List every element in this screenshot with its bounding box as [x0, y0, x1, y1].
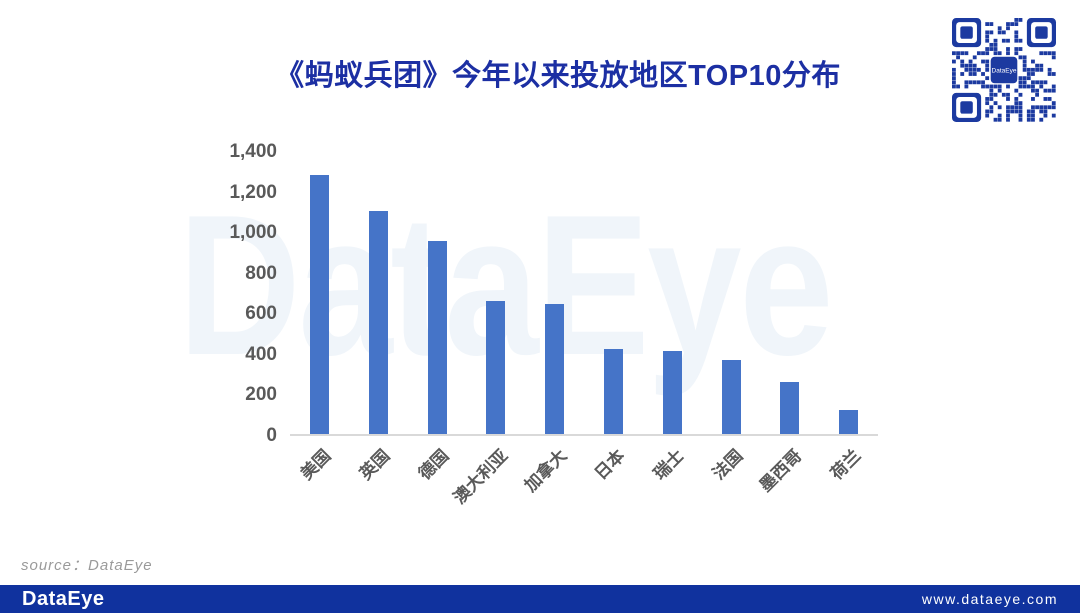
y-tick-label: 1,400	[229, 141, 277, 162]
svg-text:DataEye: DataEye	[992, 68, 1017, 75]
x-category-label: 法国	[708, 446, 747, 484]
bar	[839, 409, 859, 434]
bar	[309, 175, 329, 434]
y-tick-label: 1,200	[229, 181, 277, 203]
plot-area	[290, 152, 878, 436]
x-category-label: 墨西哥	[755, 446, 806, 496]
x-category-label: 德国	[414, 446, 453, 484]
x-category-label: 澳大利亚	[449, 446, 512, 508]
bar	[427, 241, 447, 434]
x-category-label: 美国	[297, 446, 335, 484]
y-tick-label: 400	[245, 343, 277, 365]
bar	[662, 350, 682, 434]
bar	[486, 301, 506, 434]
bar	[603, 348, 623, 434]
footer-website-url: www.dataeye.com	[921, 591, 1058, 607]
chart-title: 《蚂蚁兵团》今年以来投放地区TOP10分布	[275, 60, 841, 92]
y-tick-label: 1,000	[229, 222, 277, 244]
y-tick-label: 0	[266, 425, 277, 446]
x-category-label: 日本	[591, 446, 629, 484]
footer-bar: DataEye www.dataeye.com	[0, 585, 1080, 613]
y-tick-label: 800	[245, 262, 277, 284]
y-tick-label: 600	[245, 303, 277, 325]
x-category-label: 荷兰	[826, 446, 865, 484]
dataeye-logo: DataEye	[22, 587, 105, 610]
y-tick-label: 200	[245, 384, 277, 406]
x-category-label: 瑞士	[650, 446, 688, 484]
bar	[368, 210, 388, 434]
bar	[721, 359, 741, 434]
x-category-label: 英国	[356, 446, 394, 484]
bar	[780, 382, 800, 434]
source-caption: source：DataEye	[21, 557, 153, 574]
qr-code: DataEye	[948, 14, 1060, 126]
dataeye-watermark: DataEye	[178, 174, 834, 397]
bar	[545, 304, 565, 434]
x-category-label: 加拿大	[520, 446, 571, 496]
